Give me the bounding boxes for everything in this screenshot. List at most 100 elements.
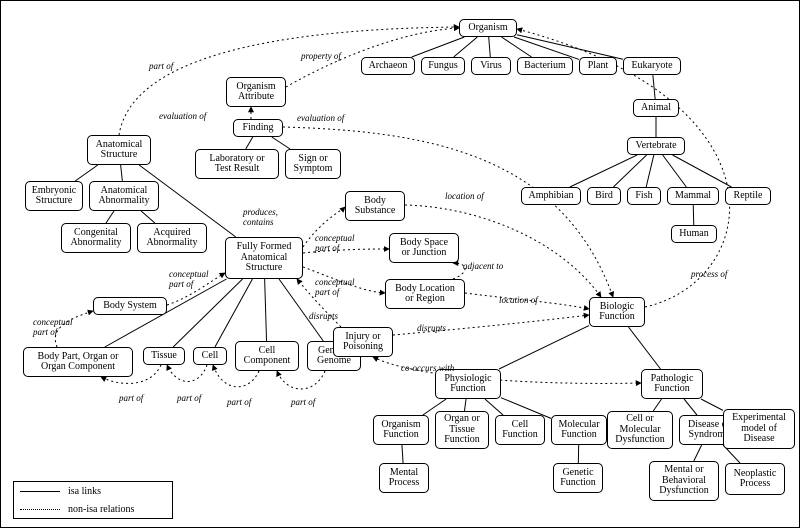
node-mentaldys: Mental or Behavioral Dysfunction <box>649 461 719 501</box>
node-plant: Plant <box>579 57 617 75</box>
edge-injury-pathfunc <box>373 357 641 383</box>
edge-anatabn-anatstruct <box>121 165 123 181</box>
node-ortfunc: Organ or Tissue Function <box>435 411 489 449</box>
node-labtest: Laboratory or Test Result <box>195 149 279 179</box>
node-orgfunc: Organism Function <box>373 415 429 445</box>
node-human: Human <box>671 225 717 243</box>
node-physfunc: Physiologic Function <box>435 369 501 399</box>
edge-label: part of <box>119 393 143 403</box>
edge-bodypart-bodysys <box>55 311 93 347</box>
node-bacterium: Bacterium <box>517 57 573 75</box>
edge-label: produces, contains <box>243 207 278 227</box>
edge-label: evaluation of <box>297 113 344 123</box>
node-orgattr: Organism Attribute <box>226 77 286 107</box>
edge-eukaryote-organism <box>517 35 623 60</box>
edge-tissue-ffas <box>173 279 242 347</box>
edge-label: adjacent to <box>463 261 503 271</box>
edge-disease-pathfunc <box>684 399 697 415</box>
edge-archaeon-organism <box>412 37 465 57</box>
edge-injury-biofunc <box>393 315 589 335</box>
edge-bodyloc-bodyspace <box>453 263 465 279</box>
edge-anatstruct-organism <box>119 27 459 135</box>
edge-label: conceptual part of <box>169 269 209 289</box>
edge-bodysys-ffas <box>167 273 225 305</box>
edge-animal-eukaryote <box>653 75 655 99</box>
edge-label: part of <box>291 397 315 407</box>
node-pathfunc: Pathologic Function <box>641 369 703 399</box>
node-mental: Mental Process <box>379 463 429 493</box>
node-bodysys: Body System <box>93 297 167 315</box>
node-fish: Fish <box>627 187 661 205</box>
node-animal: Animal <box>633 99 679 117</box>
edge-label: disrupts <box>309 311 338 321</box>
node-congen: Congenital Abnormality <box>61 223 131 253</box>
edge-fungus-organism <box>454 37 478 57</box>
node-acquired: Acquired Abnormality <box>137 223 207 253</box>
node-bodyloc: Body Location or Region <box>385 279 465 309</box>
node-injury: Injury or Poisoning <box>333 327 393 357</box>
edge-amphibian-vertebrate <box>570 155 637 187</box>
node-eukaryote: Eukaryote <box>623 57 681 75</box>
node-finding: Finding <box>233 119 283 137</box>
edge-mammal-vertebrate <box>663 155 687 187</box>
edge-cell-ffas <box>215 279 252 347</box>
node-ffas: Fully Formed Anatomical Structure <box>225 237 303 279</box>
node-reptile: Reptile <box>725 187 771 205</box>
node-cell: Cell <box>193 347 227 365</box>
legend: isa links non-isa relations <box>13 481 173 519</box>
node-anatstruct: Anatomical Structure <box>87 135 151 165</box>
node-archaeon: Archaeon <box>361 57 415 75</box>
edge-label: part of <box>177 393 201 403</box>
edge-label: disrupts <box>417 323 446 333</box>
edges-layer <box>1 1 800 528</box>
edge-fish-vertebrate <box>646 155 654 187</box>
edge-ffas-bodysubst <box>303 207 345 247</box>
node-virus: Virus <box>471 57 511 75</box>
node-vertebrate: Vertebrate <box>627 137 685 155</box>
node-cellcomp: Cell Component <box>235 341 299 371</box>
edge-ffas-bodyspace <box>303 249 389 253</box>
node-genfunc: Genetic Function <box>553 463 603 493</box>
legend-dotted-line <box>20 509 60 510</box>
edge-gene-ffas <box>279 279 323 341</box>
edge-bodyloc-biofunc <box>465 293 589 309</box>
node-cellfunc: Cell Function <box>495 415 545 445</box>
edge-human-mammal <box>693 205 694 225</box>
edge-embryo-anatstruct <box>75 165 98 181</box>
edge-mental-orgfunc <box>402 445 403 463</box>
edge-label: property of <box>301 51 341 61</box>
legend-solid-label: isa links <box>68 486 101 497</box>
edge-reptile-vertebrate <box>673 155 732 187</box>
edge-label: conceptual part of <box>315 233 355 253</box>
node-tissue: Tissue <box>143 347 185 365</box>
edge-acquired-anatabn <box>141 211 155 223</box>
edge-signsym-finding <box>272 137 290 149</box>
edge-physfunc-biofunc <box>499 326 589 369</box>
node-neoplastic: Neoplastic Process <box>725 463 785 495</box>
node-biofunc: Biologic Function <box>589 297 645 327</box>
node-cellmoldys: Cell or Molecular Dysfunction <box>607 411 673 449</box>
edge-expmodel-pathfunc <box>701 399 723 410</box>
edge-congen-anatabn <box>106 211 114 223</box>
edge-cell-tissue <box>167 365 207 382</box>
node-bodyspace: Body Space or Junction <box>389 233 459 263</box>
edge-label: part of <box>227 397 251 407</box>
edge-cellcomp-ffas <box>265 279 267 341</box>
edge-bird-vertebrate <box>613 155 646 187</box>
edge-ffas-bodyloc <box>303 267 385 293</box>
node-organism: Organism <box>459 19 517 37</box>
edge-cellmoldys-pathfunc <box>653 399 661 411</box>
edge-injury-ffas <box>297 279 341 327</box>
edge-label: evaluation of <box>159 111 206 121</box>
edge-label: location of <box>499 295 538 305</box>
node-mammal: Mammal <box>667 187 719 205</box>
node-anatabn: Anatomical Abnormality <box>89 181 159 211</box>
edge-gene-cellcomp <box>277 371 325 389</box>
legend-solid-line <box>20 491 60 492</box>
edge-label: process of <box>691 269 727 279</box>
edge-label: conceptual part of <box>315 277 355 297</box>
edge-mentaldys-disease <box>694 445 702 461</box>
legend-dotted-label: non-isa relations <box>68 504 134 515</box>
edge-label: location of <box>445 191 484 201</box>
node-fungus: Fungus <box>421 57 465 75</box>
